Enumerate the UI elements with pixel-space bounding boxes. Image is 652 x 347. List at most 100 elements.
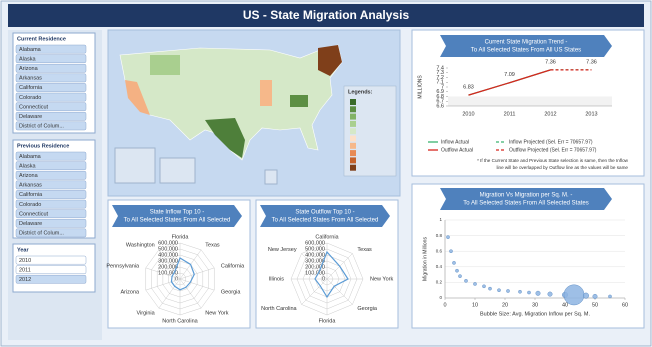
- bubble: [563, 284, 585, 306]
- slicer-item-label: Alabama: [19, 47, 42, 53]
- map-state: [125, 80, 150, 115]
- slicer-item[interactable]: [15, 228, 87, 238]
- radar-tick-label: 200,000: [158, 264, 178, 270]
- slicer-item[interactable]: [15, 274, 87, 284]
- slicer-item[interactable]: [15, 102, 87, 112]
- bubble: [482, 284, 486, 289]
- radar-category-label: Florida: [172, 234, 190, 240]
- slicer-item[interactable]: [15, 121, 87, 131]
- bubble: [535, 290, 541, 296]
- legend-swatch: [350, 142, 356, 149]
- x-axis-label: Bubble Size: Avg. Migration Inflow per S…: [480, 311, 590, 317]
- y-tick-label: 7.1: [436, 80, 444, 86]
- bubble: [455, 268, 459, 273]
- panel-subtitle: To All Selected States From All Selected: [272, 218, 379, 224]
- panel-subtitle: To All Selected States From All Selected…: [463, 201, 588, 207]
- y-tick-label: 7.2: [436, 75, 444, 81]
- legend-swatch: [350, 99, 356, 105]
- slicer-item[interactable]: [15, 180, 87, 190]
- slicer-item[interactable]: [15, 170, 87, 180]
- slicer-item[interactable]: [15, 111, 87, 121]
- slicer-item[interactable]: [15, 44, 87, 54]
- radar-category-label: North Carolina: [162, 318, 198, 324]
- series-line: [468, 69, 551, 96]
- slicer-item[interactable]: [15, 199, 87, 209]
- bubble: [518, 289, 522, 294]
- slicer-item[interactable]: [15, 161, 87, 171]
- slicer-item-label: Colorado: [19, 95, 41, 101]
- slicer-item[interactable]: [15, 265, 87, 275]
- map-state: [150, 55, 180, 75]
- slicer-item-label: 2011: [19, 267, 31, 273]
- y-tick-label: 6.7: [436, 99, 444, 105]
- y-tick-label: 7: [441, 84, 444, 90]
- slicer-item[interactable]: [15, 73, 87, 83]
- map-state: [260, 80, 272, 106]
- legend-label: Outflow Actual: [441, 147, 473, 153]
- radar-spoke: [179, 278, 215, 291]
- radar-category-label: Georgia: [221, 289, 242, 295]
- y-tick-label: 1: [439, 217, 442, 222]
- radar-spoke: [179, 267, 215, 280]
- slicer-item[interactable]: [15, 92, 87, 102]
- map-state: [205, 118, 245, 158]
- slicer-item[interactable]: [15, 54, 87, 64]
- slicer-item[interactable]: [15, 190, 87, 199]
- y-tick-label: 6.6: [436, 103, 444, 109]
- radar-category-label: California: [221, 263, 245, 269]
- radar-category-label: New Jersey: [268, 247, 297, 253]
- x-tick-label: 60: [622, 302, 628, 308]
- panel-title-banner: [112, 205, 242, 227]
- slicer-item[interactable]: [15, 209, 87, 219]
- y-tick-label: 0.2: [436, 280, 443, 285]
- legend-label: Inflow Actual: [441, 139, 469, 145]
- y-tick-label: 0.8: [436, 233, 443, 238]
- dc-inset: [264, 169, 278, 185]
- slicer-item-label: Colorado: [19, 202, 41, 208]
- slicer-item-label: District of Colum...: [19, 124, 64, 130]
- bubble: [488, 286, 492, 291]
- alaska-inset: [114, 147, 156, 184]
- radar-tick-label: 300,000: [158, 258, 178, 264]
- radar-category-label: New York: [370, 276, 393, 282]
- radar-spoke: [179, 278, 202, 309]
- us-map: [114, 44, 343, 185]
- panel-subtitle: To All Selected States From All US State…: [471, 48, 581, 54]
- title-bar: [8, 4, 644, 27]
- radar-spoke: [301, 278, 328, 305]
- slicer-item-label: California: [19, 85, 43, 91]
- slicer-item[interactable]: [15, 63, 87, 73]
- slicer-item[interactable]: [15, 151, 87, 161]
- radar-tick-label: 0: [322, 276, 325, 282]
- radar-tick-label: 100,000: [158, 270, 178, 276]
- radar-category-label: Washington: [126, 242, 155, 248]
- slicer-title: Current Residence: [17, 36, 66, 42]
- y-axis-label: MILLIONS: [417, 75, 423, 99]
- radar-spoke: [301, 253, 328, 280]
- slicer-item[interactable]: [15, 83, 87, 92]
- slicer-item[interactable]: [15, 218, 87, 228]
- bubble: [506, 289, 510, 293]
- radar-tick-label: 600,000: [305, 240, 325, 246]
- slicer-item[interactable]: [15, 255, 87, 265]
- bubble: [547, 291, 553, 297]
- x-tick-label: 50: [592, 302, 598, 308]
- slicer-item-label: 2012: [19, 277, 31, 283]
- data-label: 7.36: [586, 59, 597, 65]
- slicer-item-label: Arizona: [19, 173, 39, 179]
- slicer-item-label: Arkansas: [19, 183, 42, 189]
- slicer-item-label: California: [19, 192, 43, 198]
- radar-category-label: New York: [205, 310, 228, 316]
- slicer-title: Year: [17, 247, 29, 253]
- y-tick-label: 7.4: [436, 65, 444, 71]
- x-tick-label: 2011: [504, 111, 516, 117]
- dashboard-title: US - State Migration Analysis: [243, 8, 410, 22]
- panel-title: Current State Migration Trend -: [485, 40, 568, 46]
- panel-title-banner: [440, 35, 612, 57]
- x-tick-label: 30: [532, 302, 538, 308]
- x-tick-label: 10: [472, 302, 478, 308]
- legend-swatch: [350, 106, 356, 113]
- radar-series: [170, 257, 195, 291]
